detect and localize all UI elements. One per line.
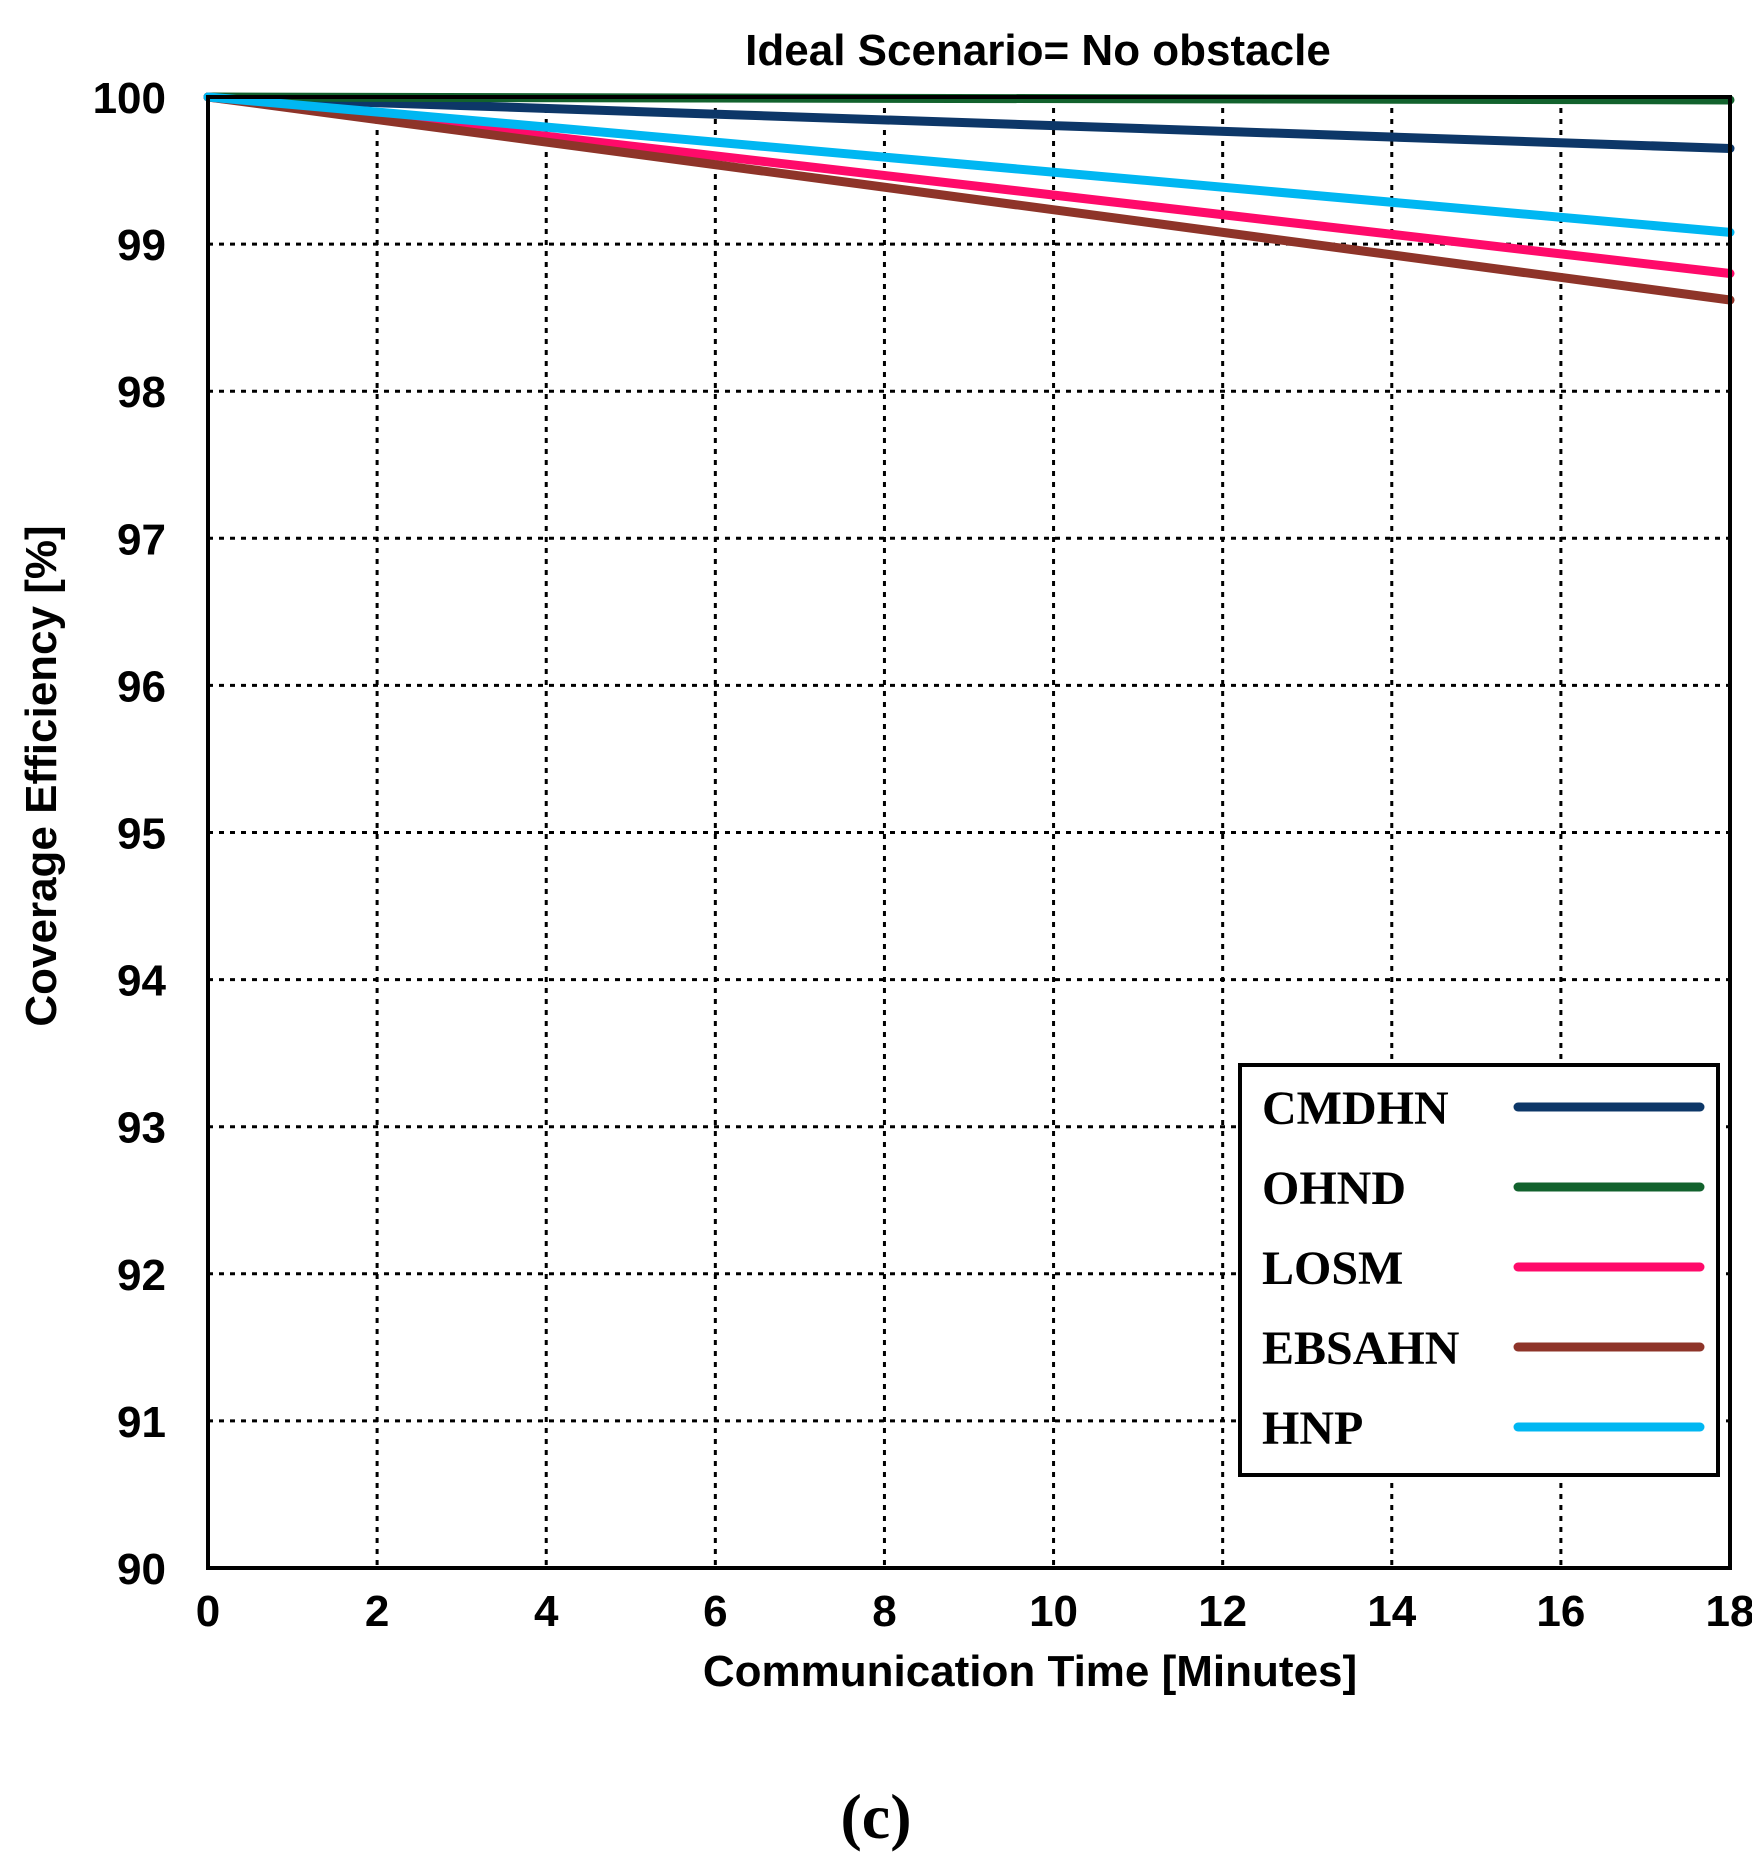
x-tick-label: 16: [1536, 1587, 1585, 1636]
y-tick-label: 90: [117, 1545, 166, 1594]
series-line-cmdhn: [203, 92, 1735, 153]
y-tick-label: 92: [117, 1251, 166, 1300]
x-tick-label: 0: [196, 1587, 220, 1636]
x-tick-label: 18: [1706, 1587, 1752, 1636]
series-line-hnp: [203, 92, 1735, 237]
y-tick-label: 96: [117, 662, 166, 711]
x-axis-label: Communication Time [Minutes]: [703, 1647, 1357, 1696]
x-tick-label: 10: [1029, 1587, 1078, 1636]
x-tick-label: 12: [1198, 1587, 1247, 1636]
legend-label-cmdhn: CMDHN: [1262, 1082, 1449, 1135]
chart-title: Ideal Scenario= No obstacle: [745, 26, 1331, 75]
y-tick-label: 99: [117, 221, 166, 270]
y-tick-label: 98: [117, 368, 166, 417]
x-tick-label: 4: [534, 1587, 559, 1636]
x-tick-label: 14: [1367, 1587, 1416, 1636]
legend-label-ohnd: OHND: [1262, 1162, 1406, 1215]
x-tick-label: 8: [872, 1587, 896, 1636]
y-tick-labels: 90 91 92 93 94 95 96 97 98 99 100: [93, 74, 167, 1594]
y-tick-label: 91: [117, 1398, 166, 1447]
y-tick-label: 97: [117, 515, 166, 564]
figure-caption: (c): [840, 1781, 911, 1852]
legend-label-ebsahn: EBSAHN: [1262, 1322, 1460, 1375]
legend-label-hnp: HNP: [1262, 1402, 1363, 1455]
plot-area-frame: [206, 95, 1732, 1570]
legend-items: CMDHN OHND LOSM EBSAHN HNP: [1262, 1082, 1705, 1455]
y-tick-label: 93: [117, 1104, 166, 1153]
x-tick-label: 6: [703, 1587, 727, 1636]
x-tick-labels: 0 2 4 6 8 10 12 14 16 18: [196, 1587, 1752, 1636]
y-tick-label: 95: [117, 810, 166, 859]
series-lines: [203, 92, 1735, 305]
series-line-ebsahn: [203, 92, 1735, 305]
y-tick-label: 94: [117, 957, 166, 1006]
y-axis-label: Coverage Efficiency [%]: [17, 525, 66, 1026]
legend-label-losm: LOSM: [1262, 1242, 1403, 1295]
y-tick-label: 100: [93, 74, 166, 123]
legend: CMDHN OHND LOSM EBSAHN HNP: [1238, 1063, 1720, 1477]
x-tick-label: 2: [365, 1587, 389, 1636]
